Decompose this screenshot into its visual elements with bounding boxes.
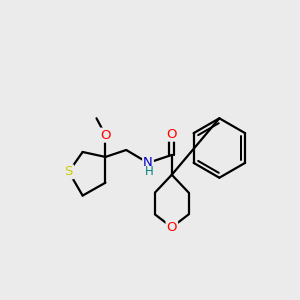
Text: O: O — [100, 129, 111, 142]
Text: O: O — [167, 128, 177, 141]
Text: S: S — [64, 165, 73, 178]
Text: N: N — [143, 156, 153, 170]
Text: O: O — [167, 221, 177, 234]
Text: H: H — [145, 165, 153, 178]
